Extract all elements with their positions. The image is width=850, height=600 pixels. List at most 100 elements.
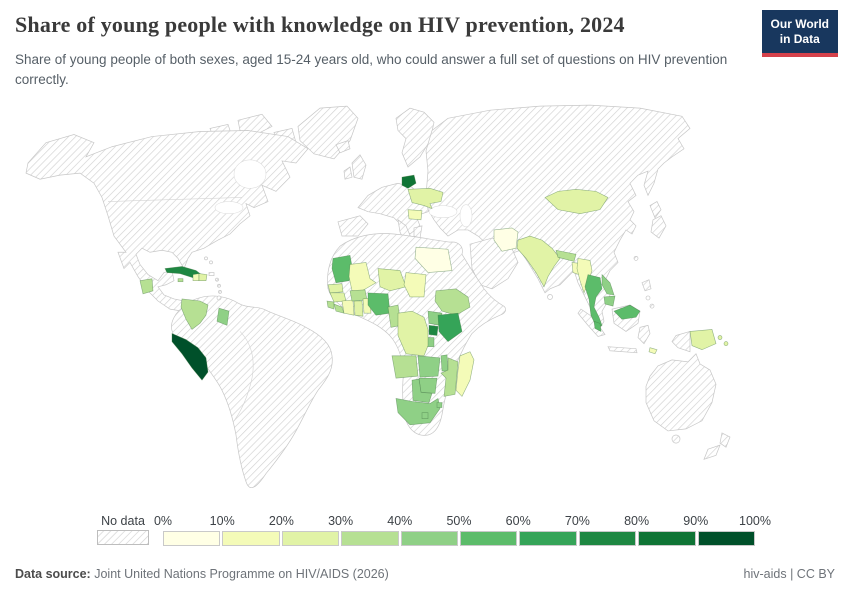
legend-no-data[interactable]: No data (97, 514, 149, 550)
landmass-sulawesi (637, 324, 651, 345)
landmass-puerto-rico (208, 272, 215, 276)
legend-tick: 40% (387, 514, 413, 528)
legend-bin[interactable] (460, 531, 518, 546)
no-data-swatch (97, 530, 149, 545)
owid-logo[interactable]: Our World in Data (761, 10, 838, 57)
country-egypt[interactable] (414, 246, 453, 273)
country-malawi[interactable] (440, 354, 449, 372)
page-title: Share of young people with knowledge on … (15, 12, 625, 37)
country-afghanistan[interactable] (493, 227, 519, 252)
country-senegal[interactable] (327, 283, 344, 294)
country-sierra-leone[interactable] (326, 300, 335, 310)
legend-bin[interactable] (163, 531, 221, 546)
country-cambodia[interactable] (603, 295, 616, 307)
landmass-antilles (218, 289, 222, 294)
landmass-taiwan (633, 255, 639, 261)
country-guyana[interactable] (216, 307, 230, 326)
country-drc[interactable] (397, 310, 429, 357)
country-solomon-islands[interactable] (717, 335, 723, 340)
country-uganda[interactable] (428, 325, 439, 336)
country-nepal[interactable] (555, 249, 577, 262)
country-guatemala[interactable] (139, 278, 154, 295)
landmass-antilles (217, 283, 221, 288)
country-colombia[interactable] (180, 298, 209, 330)
country-peru[interactable] (171, 333, 209, 381)
landmass-australia (645, 353, 717, 432)
landmass-sri-lanka (547, 294, 553, 300)
legend-bin[interactable] (697, 531, 756, 546)
legend-bin[interactable] (281, 531, 340, 546)
landmass-britain (351, 154, 367, 180)
country-jamaica[interactable] (177, 278, 184, 283)
legend-ticks: 0% 10% 20% 30% 40% 50% 60% 70% 80% 90% 1… (154, 514, 771, 531)
country-laos[interactable] (601, 273, 615, 296)
country-ghana[interactable] (353, 300, 364, 317)
legend-tick: 80% (624, 514, 650, 528)
country-kenya[interactable] (437, 312, 463, 343)
landmass-trinidad (216, 295, 222, 301)
world-map (25, 104, 731, 489)
landmass-greece (413, 225, 423, 239)
landmass-philippines (649, 303, 655, 309)
data-source-label: Data source: (15, 567, 91, 581)
landmass-japan (650, 215, 667, 239)
landmass-iberia (337, 215, 369, 237)
country-chad[interactable] (403, 272, 427, 298)
legend-tick: 20% (268, 514, 294, 528)
legend-tick: 30% (328, 514, 354, 528)
landmass-antilles (215, 277, 219, 282)
landmass-arctic-islands (237, 113, 273, 135)
country-malaysia-peninsular[interactable] (593, 320, 602, 332)
country-dominican-republic[interactable] (198, 273, 208, 282)
black-sea (428, 205, 458, 219)
data-source: Data source: Joint United Nations Progra… (15, 567, 389, 581)
country-lesotho[interactable] (421, 412, 429, 420)
country-malaysia-borneo[interactable] (613, 304, 641, 320)
map-container (0, 98, 850, 504)
logo-line1: Our World (770, 17, 829, 31)
country-bulgaria[interactable] (407, 209, 423, 221)
country-zimbabwe[interactable] (418, 377, 438, 394)
legend-bin[interactable] (341, 531, 399, 546)
legend-bin[interactable] (400, 531, 459, 546)
landmass-ireland (343, 166, 353, 180)
country-botswana[interactable] (411, 378, 433, 403)
landmass-west-new-guinea (671, 330, 691, 353)
landmass-iceland (335, 140, 351, 154)
legend-bin[interactable] (638, 531, 696, 546)
chart-footer: Data source: Joint United Nations Progra… (15, 567, 835, 581)
legend-bin[interactable] (519, 531, 577, 546)
country-cote-divoire[interactable] (341, 299, 355, 316)
license-link[interactable]: hiv-aids | CC BY (743, 567, 835, 581)
country-nigeria[interactable] (367, 292, 391, 316)
country-solomon-islands[interactable] (723, 341, 729, 346)
country-papua-new-guinea[interactable] (689, 329, 717, 351)
country-thailand[interactable] (584, 274, 603, 329)
country-mali[interactable] (348, 262, 377, 292)
legend-bin[interactable] (222, 531, 280, 546)
country-mozambique[interactable] (440, 357, 459, 397)
country-zambia[interactable] (417, 355, 441, 378)
country-eswatini[interactable] (436, 402, 443, 408)
legend-bin[interactable] (578, 531, 637, 546)
country-south-africa[interactable] (395, 397, 441, 426)
map-legend: No data 0% 10% 20% 30% 40% 50% 60% 70% 8… (0, 514, 850, 554)
country-angola[interactable] (391, 355, 419, 379)
great-lakes (214, 201, 244, 214)
legend-tick: 0% (153, 514, 173, 528)
country-india[interactable] (516, 235, 561, 288)
legend-bins (163, 531, 756, 546)
landmass-scandinavia (395, 107, 435, 168)
country-haiti[interactable] (192, 273, 200, 282)
country-ethiopia[interactable] (434, 288, 471, 316)
country-ukraine[interactable] (407, 188, 444, 210)
country-timor-leste[interactable] (648, 347, 658, 355)
brazil-border (233, 331, 254, 421)
country-mongolia[interactable] (544, 189, 609, 215)
country-niger[interactable] (377, 268, 407, 292)
country-mauritania[interactable] (331, 254, 353, 284)
country-madagascar[interactable] (455, 351, 475, 397)
landmass-north-america (25, 130, 309, 312)
country-belarus[interactable] (401, 174, 417, 189)
